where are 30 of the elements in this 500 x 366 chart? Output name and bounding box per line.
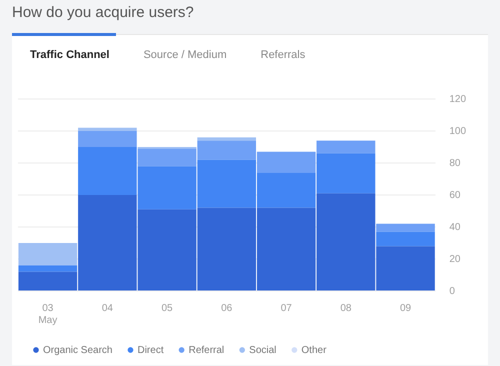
chart-title: How do you acquire users?	[12, 4, 194, 21]
bar	[18, 243, 78, 266]
legend-label: Organic Search	[43, 344, 112, 356]
bar	[376, 232, 435, 246]
text: Referrals	[260, 49, 306, 61]
y-tick-label: 0	[449, 286, 456, 297]
legend-label: Referral	[188, 344, 224, 356]
text: Traffic Channel	[30, 49, 110, 61]
legend-label: Other	[301, 344, 328, 356]
bar	[18, 265, 78, 272]
bar	[78, 128, 137, 131]
y-tick-label: 20	[449, 254, 461, 265]
bar	[376, 224, 435, 232]
x-tick-label: 04	[102, 302, 114, 314]
y-tick-label: 100	[449, 126, 466, 137]
legend-label: Direct	[137, 344, 164, 356]
y-tick-label: 40	[449, 222, 461, 233]
x-tick-label: 03 May	[38, 302, 58, 326]
x-tick-label: 05	[161, 302, 174, 314]
y-tick-label: 60	[449, 190, 461, 201]
bar	[197, 137, 256, 141]
x-tick-label: 08	[340, 302, 352, 314]
x-tick-label: 09	[400, 302, 412, 314]
y-tick-label: 80	[449, 158, 461, 169]
bar	[78, 131, 137, 147]
x-tick-label: 06	[221, 302, 233, 314]
legend-label: Social	[249, 344, 276, 356]
source-note: Source / Medium	[143, 49, 227, 61]
y-tick-label: 120	[449, 94, 466, 105]
x-tick-label: 07	[280, 302, 292, 314]
